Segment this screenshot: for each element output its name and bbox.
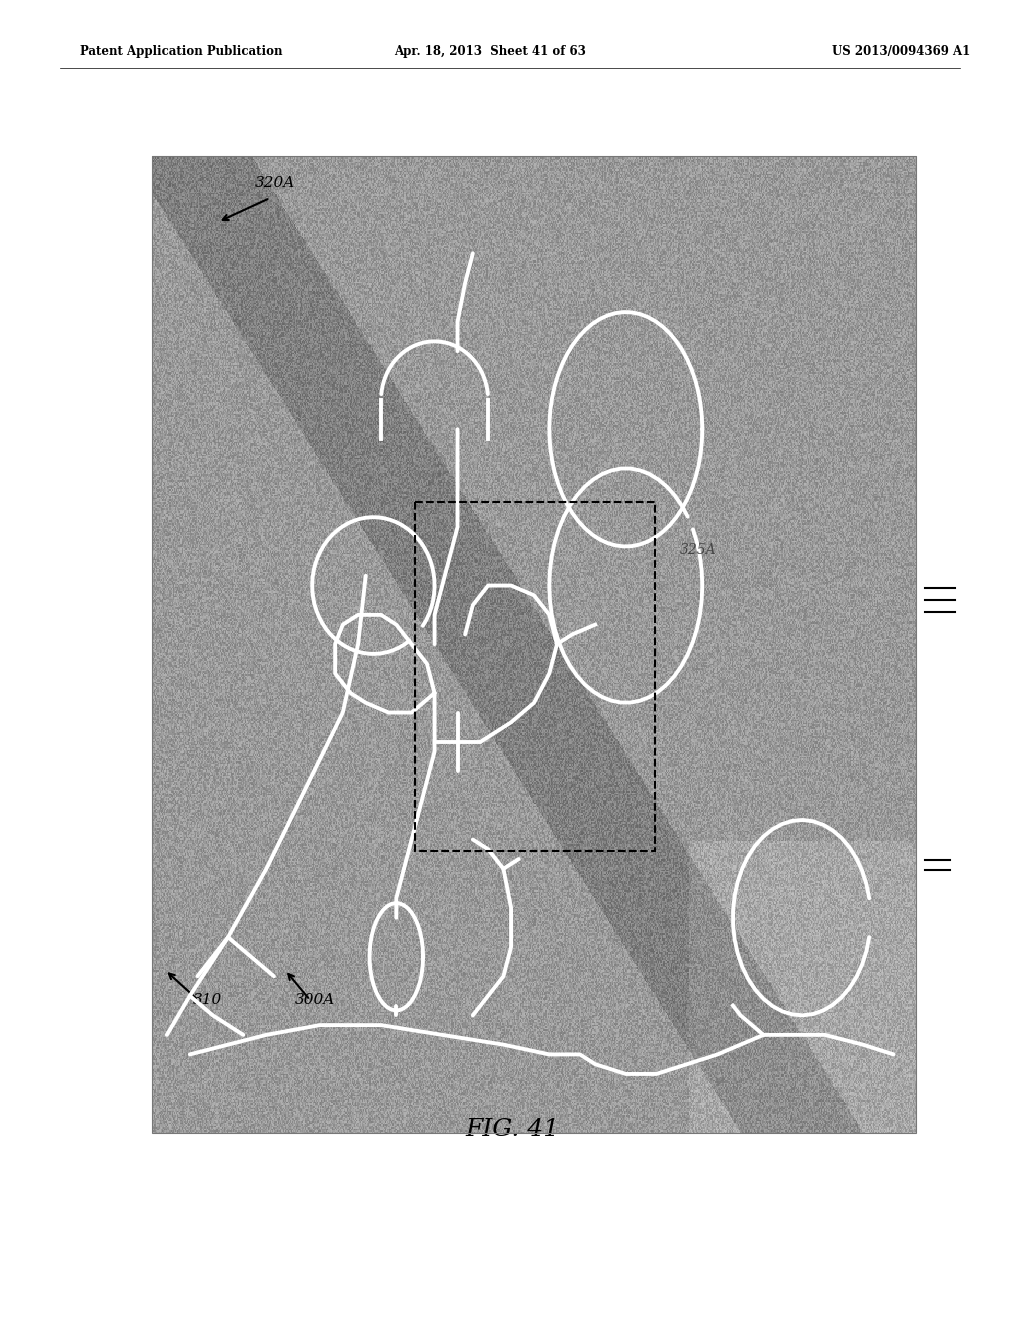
Text: Apr. 18, 2013  Sheet 41 of 63: Apr. 18, 2013 Sheet 41 of 63	[394, 45, 586, 58]
Text: 325A: 325A	[680, 543, 717, 557]
Text: 310: 310	[193, 993, 222, 1007]
Text: Patent Application Publication: Patent Application Publication	[80, 45, 283, 58]
Text: 320A: 320A	[255, 176, 295, 190]
Text: US 2013/0094369 A1: US 2013/0094369 A1	[831, 45, 970, 58]
Bar	[152, 156, 916, 1133]
Bar	[415, 502, 655, 851]
Text: FIG. 41: FIG. 41	[465, 1118, 559, 1142]
Text: 300A: 300A	[295, 993, 335, 1007]
